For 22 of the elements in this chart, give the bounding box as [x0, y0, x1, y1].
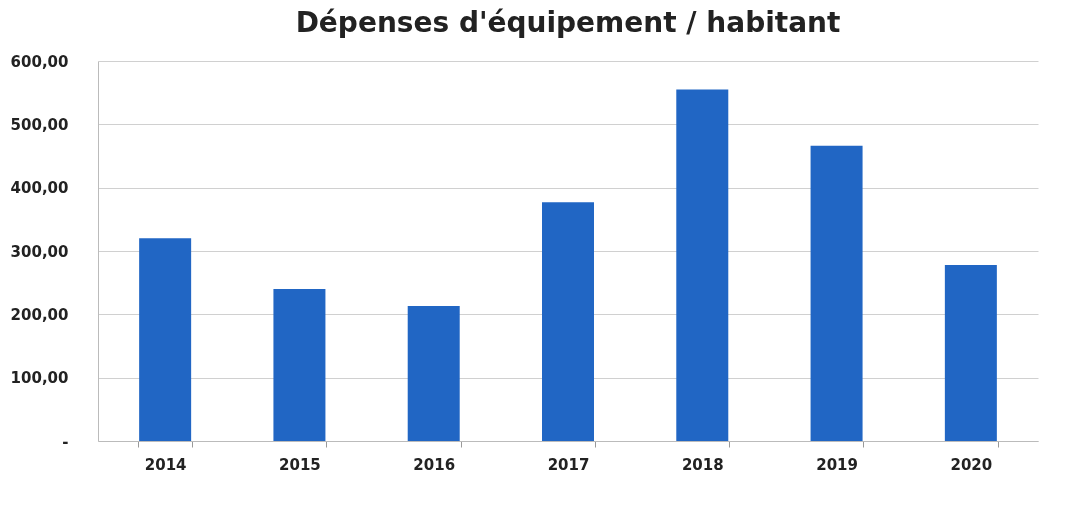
bar — [542, 202, 594, 441]
y-tick-label: - — [62, 432, 69, 451]
bar — [273, 289, 326, 441]
bar — [139, 238, 192, 441]
bar — [810, 145, 863, 441]
y-tick-label: 400,00 — [10, 179, 69, 198]
x-tick-label: 2015 — [279, 455, 321, 474]
x-tick-label: 2016 — [413, 455, 456, 474]
x-tick-label: 2019 — [816, 455, 858, 474]
y-tick-label: 600,00 — [10, 52, 69, 71]
x-tick-label: 2014 — [144, 455, 187, 474]
x-tick-label: 2020 — [950, 455, 993, 474]
y-tick-label: 100,00 — [10, 369, 69, 388]
bar — [944, 264, 997, 441]
y-tick-label: 300,00 — [10, 242, 69, 261]
x-tick-label: 2018 — [681, 455, 724, 474]
y-tick-label: 500,00 — [10, 115, 69, 134]
y-tick-label: 200,00 — [10, 305, 69, 324]
chart-title: Dépenses d'équipement / habitant — [295, 6, 841, 39]
bar — [676, 89, 729, 441]
x-tick-label: 2017 — [547, 455, 590, 474]
bar — [407, 306, 460, 441]
